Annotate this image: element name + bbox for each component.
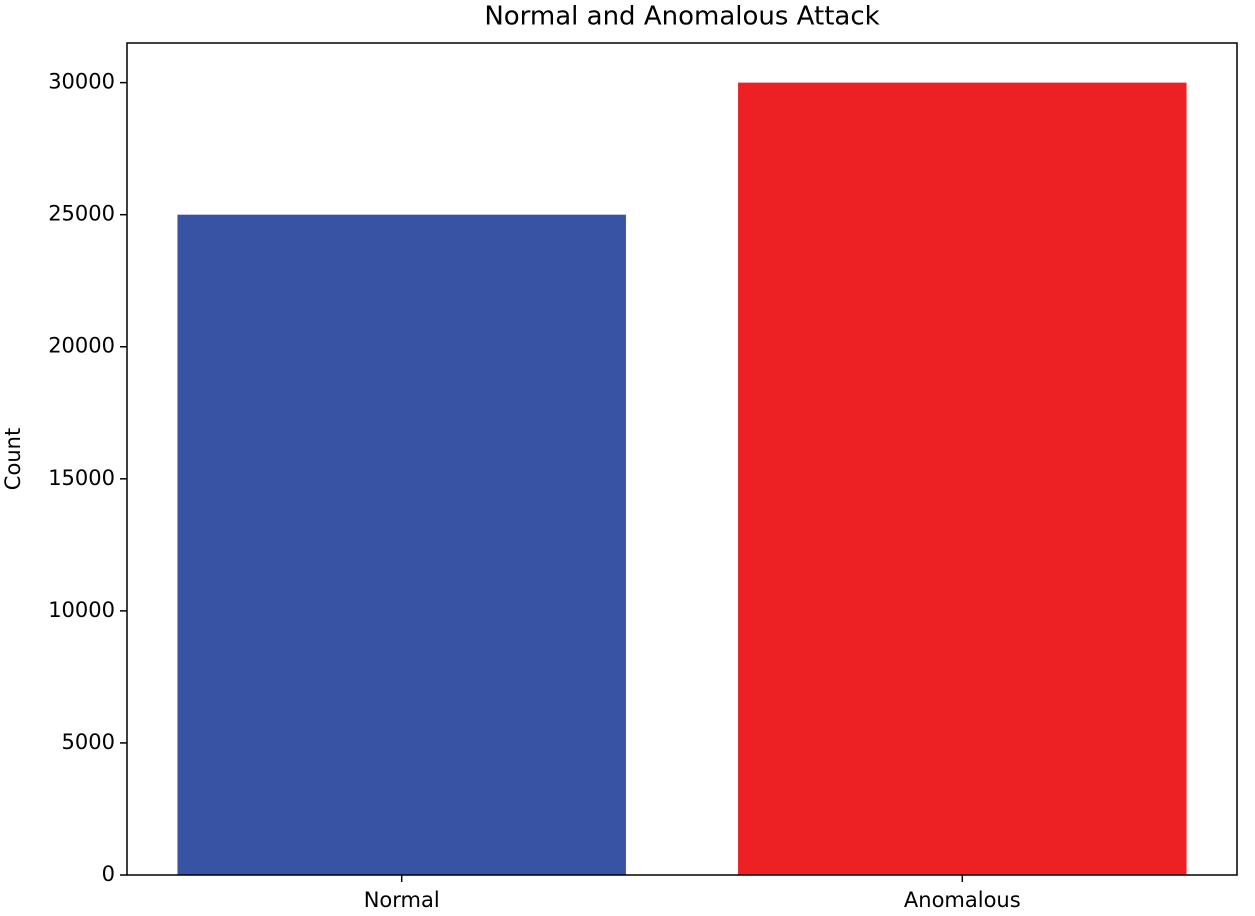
y-tick-label: 5000	[62, 730, 115, 754]
y-tick-label: 20000	[48, 334, 115, 358]
y-axis-label: Count	[1, 428, 25, 490]
y-tick-label: 15000	[48, 466, 115, 490]
y-tick-label: 25000	[48, 202, 115, 226]
plot-frame	[126, 42, 1238, 876]
chart-title: Normal and Anomalous Attack	[484, 2, 879, 32]
bar	[177, 214, 626, 875]
y-tick-label: 30000	[48, 70, 115, 94]
y-tick-label: 0	[102, 862, 115, 886]
x-tick-label: Normal	[364, 888, 440, 912]
x-tick-label: Anomalous	[904, 888, 1021, 912]
y-tick-label: 10000	[48, 598, 115, 622]
bar	[738, 82, 1187, 876]
